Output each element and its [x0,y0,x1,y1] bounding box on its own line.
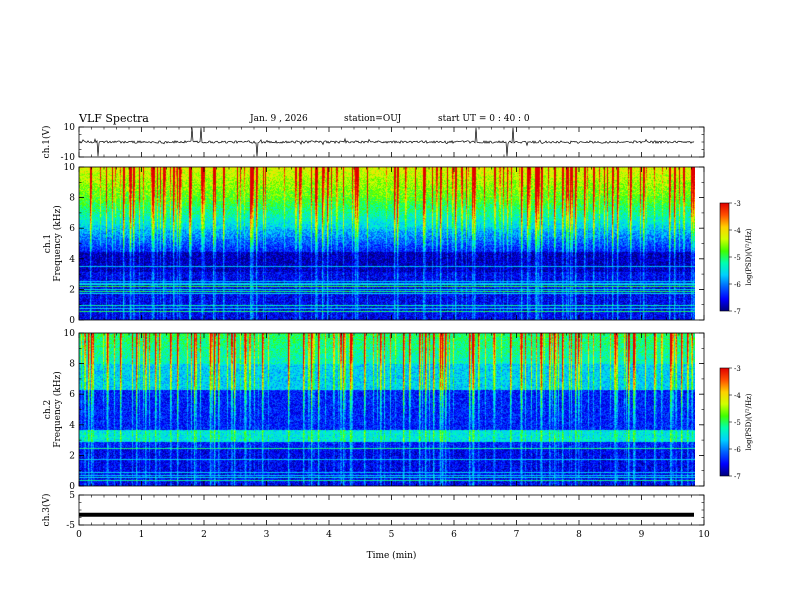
ch2-spectrogram-ytick-label: 6 [69,390,75,400]
ch2-spectrogram-ytick-label: 8 [69,360,75,370]
ch2-spectrogram-colorbar-tick-label: -6 [734,446,741,454]
ch1-spectrogram-ytick-label: 2 [69,285,75,295]
ch1-spectrogram-ylabel-text: ch.1 [43,234,53,253]
x-tick-label: 10 [698,530,710,540]
ch3-voltage-ylabel-text: ch.3(V) [41,494,52,527]
ch1-voltage-trace [78,127,695,157]
ch1-spectrogram-colorbar [719,202,730,312]
ch2-spectrogram-ytick-label: 2 [69,451,75,461]
ch1-voltage-ylabel: ch.1(V) [41,126,52,159]
ch2-spectrogram-colorbar-tick-label: -5 [734,419,741,427]
ch2-spectrogram-ytick-label: 0 [69,482,75,492]
ch1-spectrogram-ytick-label: 10 [64,163,76,173]
ch1-spectrogram-ytick-label: 6 [69,224,75,234]
ch2-spectrogram-ylabel: ch.2 Frequency (kHz) [43,371,63,448]
ch2-spectrogram-colorbar-tick-label: -4 [734,392,741,400]
ch1-spectrogram-ytick-label: 8 [69,194,75,204]
ch2-spectrogram-colorbar [719,367,730,477]
ch2-spectrogram-ytick-label: 10 [64,329,76,339]
ch1-spectrogram-colorbar-tick-label: -3 [734,200,741,208]
ch1-voltage-ytick-label: 10 [64,123,76,133]
chart-title: VLF Spectra [79,112,149,125]
ch1-spectrogram-ylabel: ch.1 Frequency (kHz) [43,205,63,282]
x-tick-label: 1 [139,530,145,540]
ch2-spectrogram-ylabel-text: ch.2 [43,400,53,419]
x-tick-label: 0 [76,530,82,540]
x-tick-label: 3 [264,530,270,540]
x-tick-label: 8 [576,530,582,540]
ch1-spectrogram-colorbar-tick-label: -7 [734,308,741,316]
ch3-voltage-ytick-label: 5 [69,491,75,501]
x-axis-label: Time (min) [367,550,417,561]
x-tick-label: 5 [389,530,395,540]
x-tick-label: 7 [514,530,520,540]
ch1-voltage-ylabel-text: ch.1(V) [41,126,52,159]
ch2-spectrogram-colorbar-label: log(PSD)(V²/Hz) [745,393,753,450]
ch1-spectrogram-ytick-label: 0 [69,316,75,326]
start-time-label: start UT = 0 : 40 : 0 [438,114,530,124]
ch1-spectrogram-colorbar-tick-label: -5 [734,254,741,262]
station-label: station=OUJ [344,114,402,124]
ch3-voltage-ylabel: ch.3(V) [41,494,52,527]
ch1-spectrogram-colorbar-tick-label: -6 [734,281,741,289]
ch2-spectrogram-colorbar-tick-label: -7 [734,473,741,481]
ch1-spectrogram-colorbar-label-text: log(PSD)(V²/Hz) [745,228,753,285]
x-tick-label: 9 [639,530,645,540]
ch1-spectrogram-colorbar-label: log(PSD)(V²/Hz) [745,228,753,285]
ch2-spectrogram-colorbar-tick-label: -3 [734,365,741,373]
x-tick-label: 6 [451,530,457,540]
ch1-spectrogram-ylabel-text: Frequency (kHz) [52,205,63,282]
ch2-spectrogram-ylabel-text: Frequency (kHz) [52,371,63,448]
ch1-spectrogram-heatmap [79,167,695,320]
x-tick-label: 2 [201,530,207,540]
x-tick-label: 4 [326,530,332,540]
ch1-voltage-ytick-label: -10 [61,153,76,163]
ch2-spectrogram-colorbar-label-text: log(PSD)(V²/Hz) [745,393,753,450]
ch2-spectrogram-heatmap [79,333,695,486]
ch1-spectrogram-ytick-label: 4 [69,255,75,265]
date-label: Jan. 9 , 2026 [250,114,308,124]
ch3-voltage-ytick-label: -5 [66,521,75,531]
ch2-spectrogram-ytick-label: 4 [69,421,75,431]
ch1-spectrogram-colorbar-tick-label: -4 [734,227,741,235]
